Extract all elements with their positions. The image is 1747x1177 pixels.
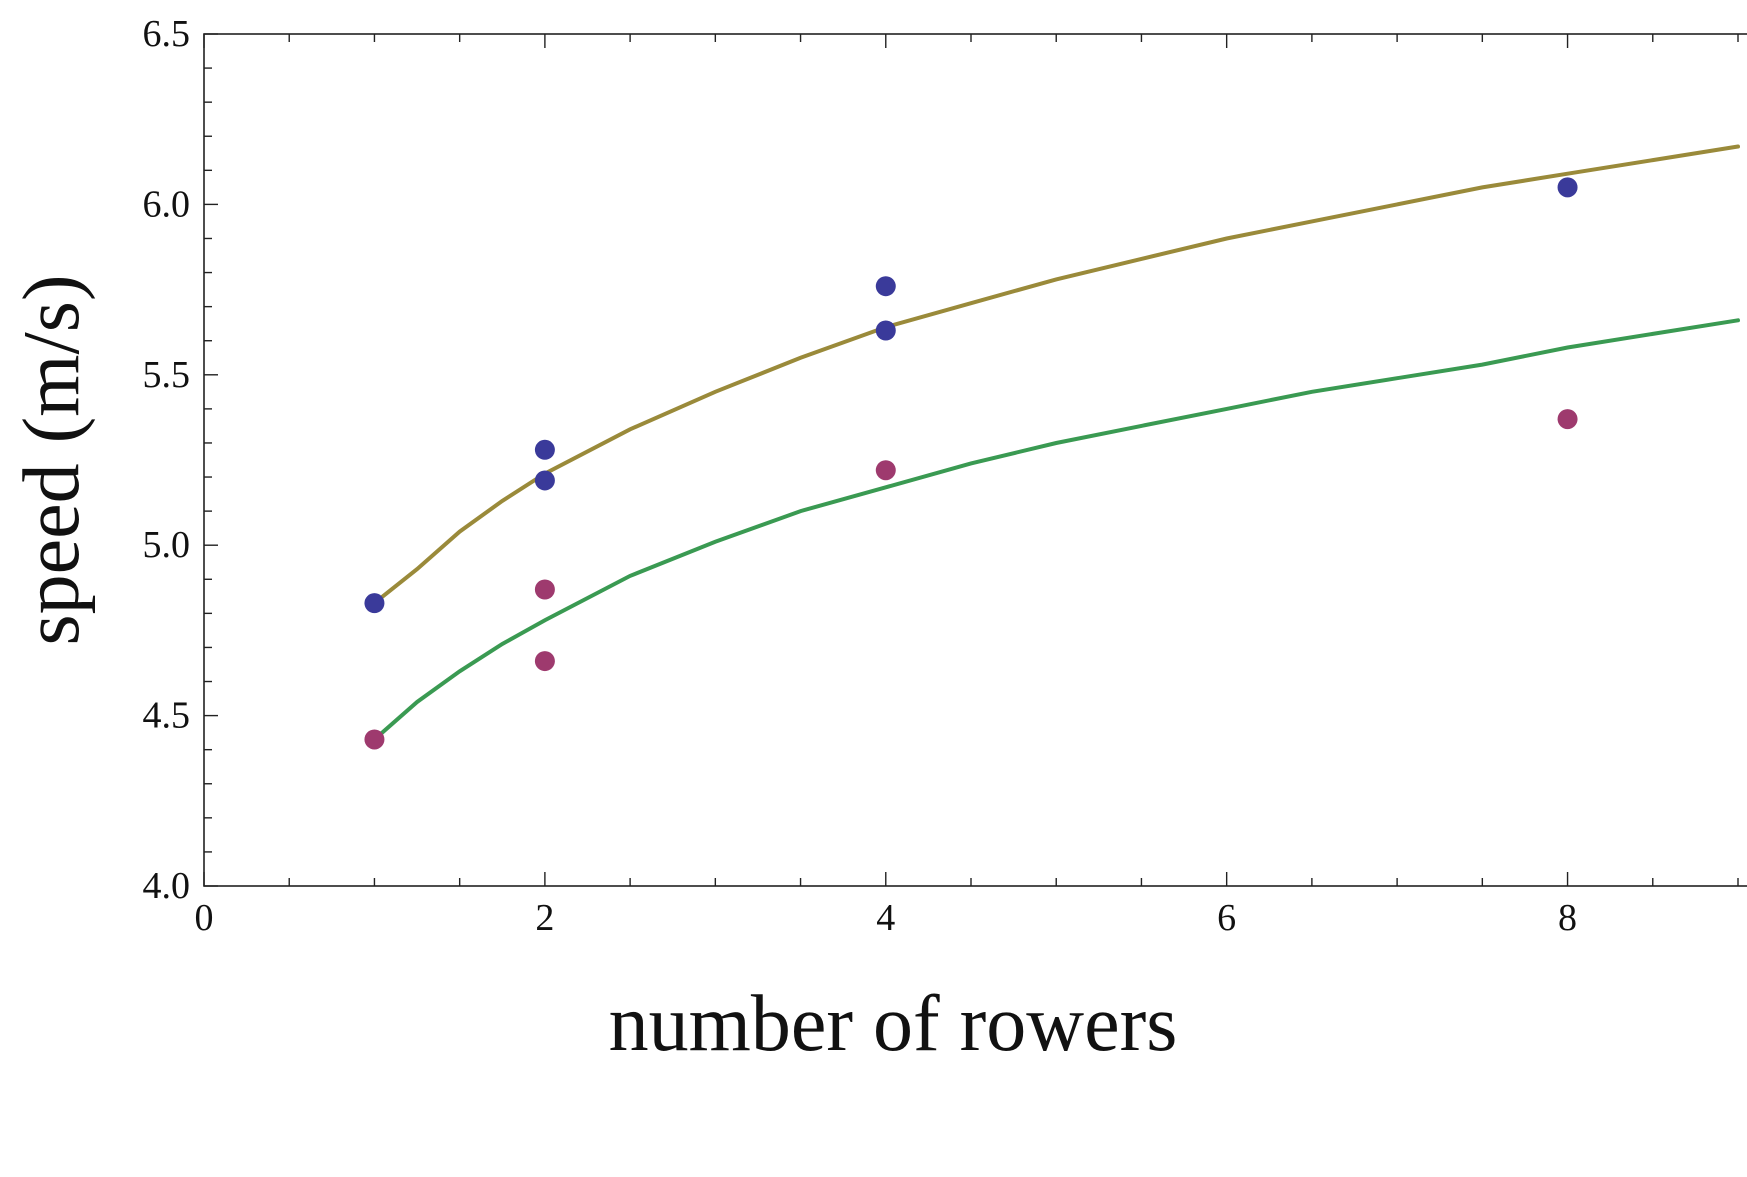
data-point-series-1 — [875, 320, 896, 341]
y-tick-label: 4.0 — [143, 865, 191, 907]
data-point-series-1 — [1557, 177, 1578, 198]
y-tick-label: 5.0 — [143, 524, 191, 566]
data-point-series-2 — [875, 460, 896, 481]
data-point-series-1 — [364, 593, 385, 614]
x-tick-label: 4 — [876, 897, 895, 939]
x-tick-label: 0 — [195, 897, 214, 939]
plot-frame — [203, 33, 1747, 887]
x-axis: 0 2 4 6 8 — [195, 34, 1739, 939]
data-point-series-1 — [875, 276, 896, 297]
y-tick-label: 4.5 — [143, 695, 191, 737]
data-point-series-1 — [534, 470, 555, 491]
data-point-series-2 — [534, 651, 555, 672]
y-tick-label: 5.5 — [143, 354, 191, 396]
data-point-series-2 — [534, 579, 555, 600]
fit-curve-2 — [372, 318, 1740, 742]
fit-curve-1 — [372, 144, 1740, 606]
data-point-series-2 — [364, 729, 385, 750]
y-tick-label: 6.0 — [143, 183, 191, 225]
data-point-series-1 — [534, 439, 555, 460]
x-tick-label: 2 — [535, 897, 554, 939]
y-axis: 4.0 4.5 5.0 5.5 6.0 6.5 — [143, 13, 218, 907]
y-axis-title: speed (m/s) — [8, 274, 96, 645]
data-point-series-2 — [1557, 409, 1578, 430]
x-tick-label: 8 — [1558, 897, 1577, 939]
x-tick-label: 6 — [1217, 897, 1236, 939]
plot-layer — [203, 33, 1747, 887]
y-tick-label: 6.5 — [143, 13, 191, 55]
x-axis-title: number of rowers — [609, 980, 1178, 1068]
